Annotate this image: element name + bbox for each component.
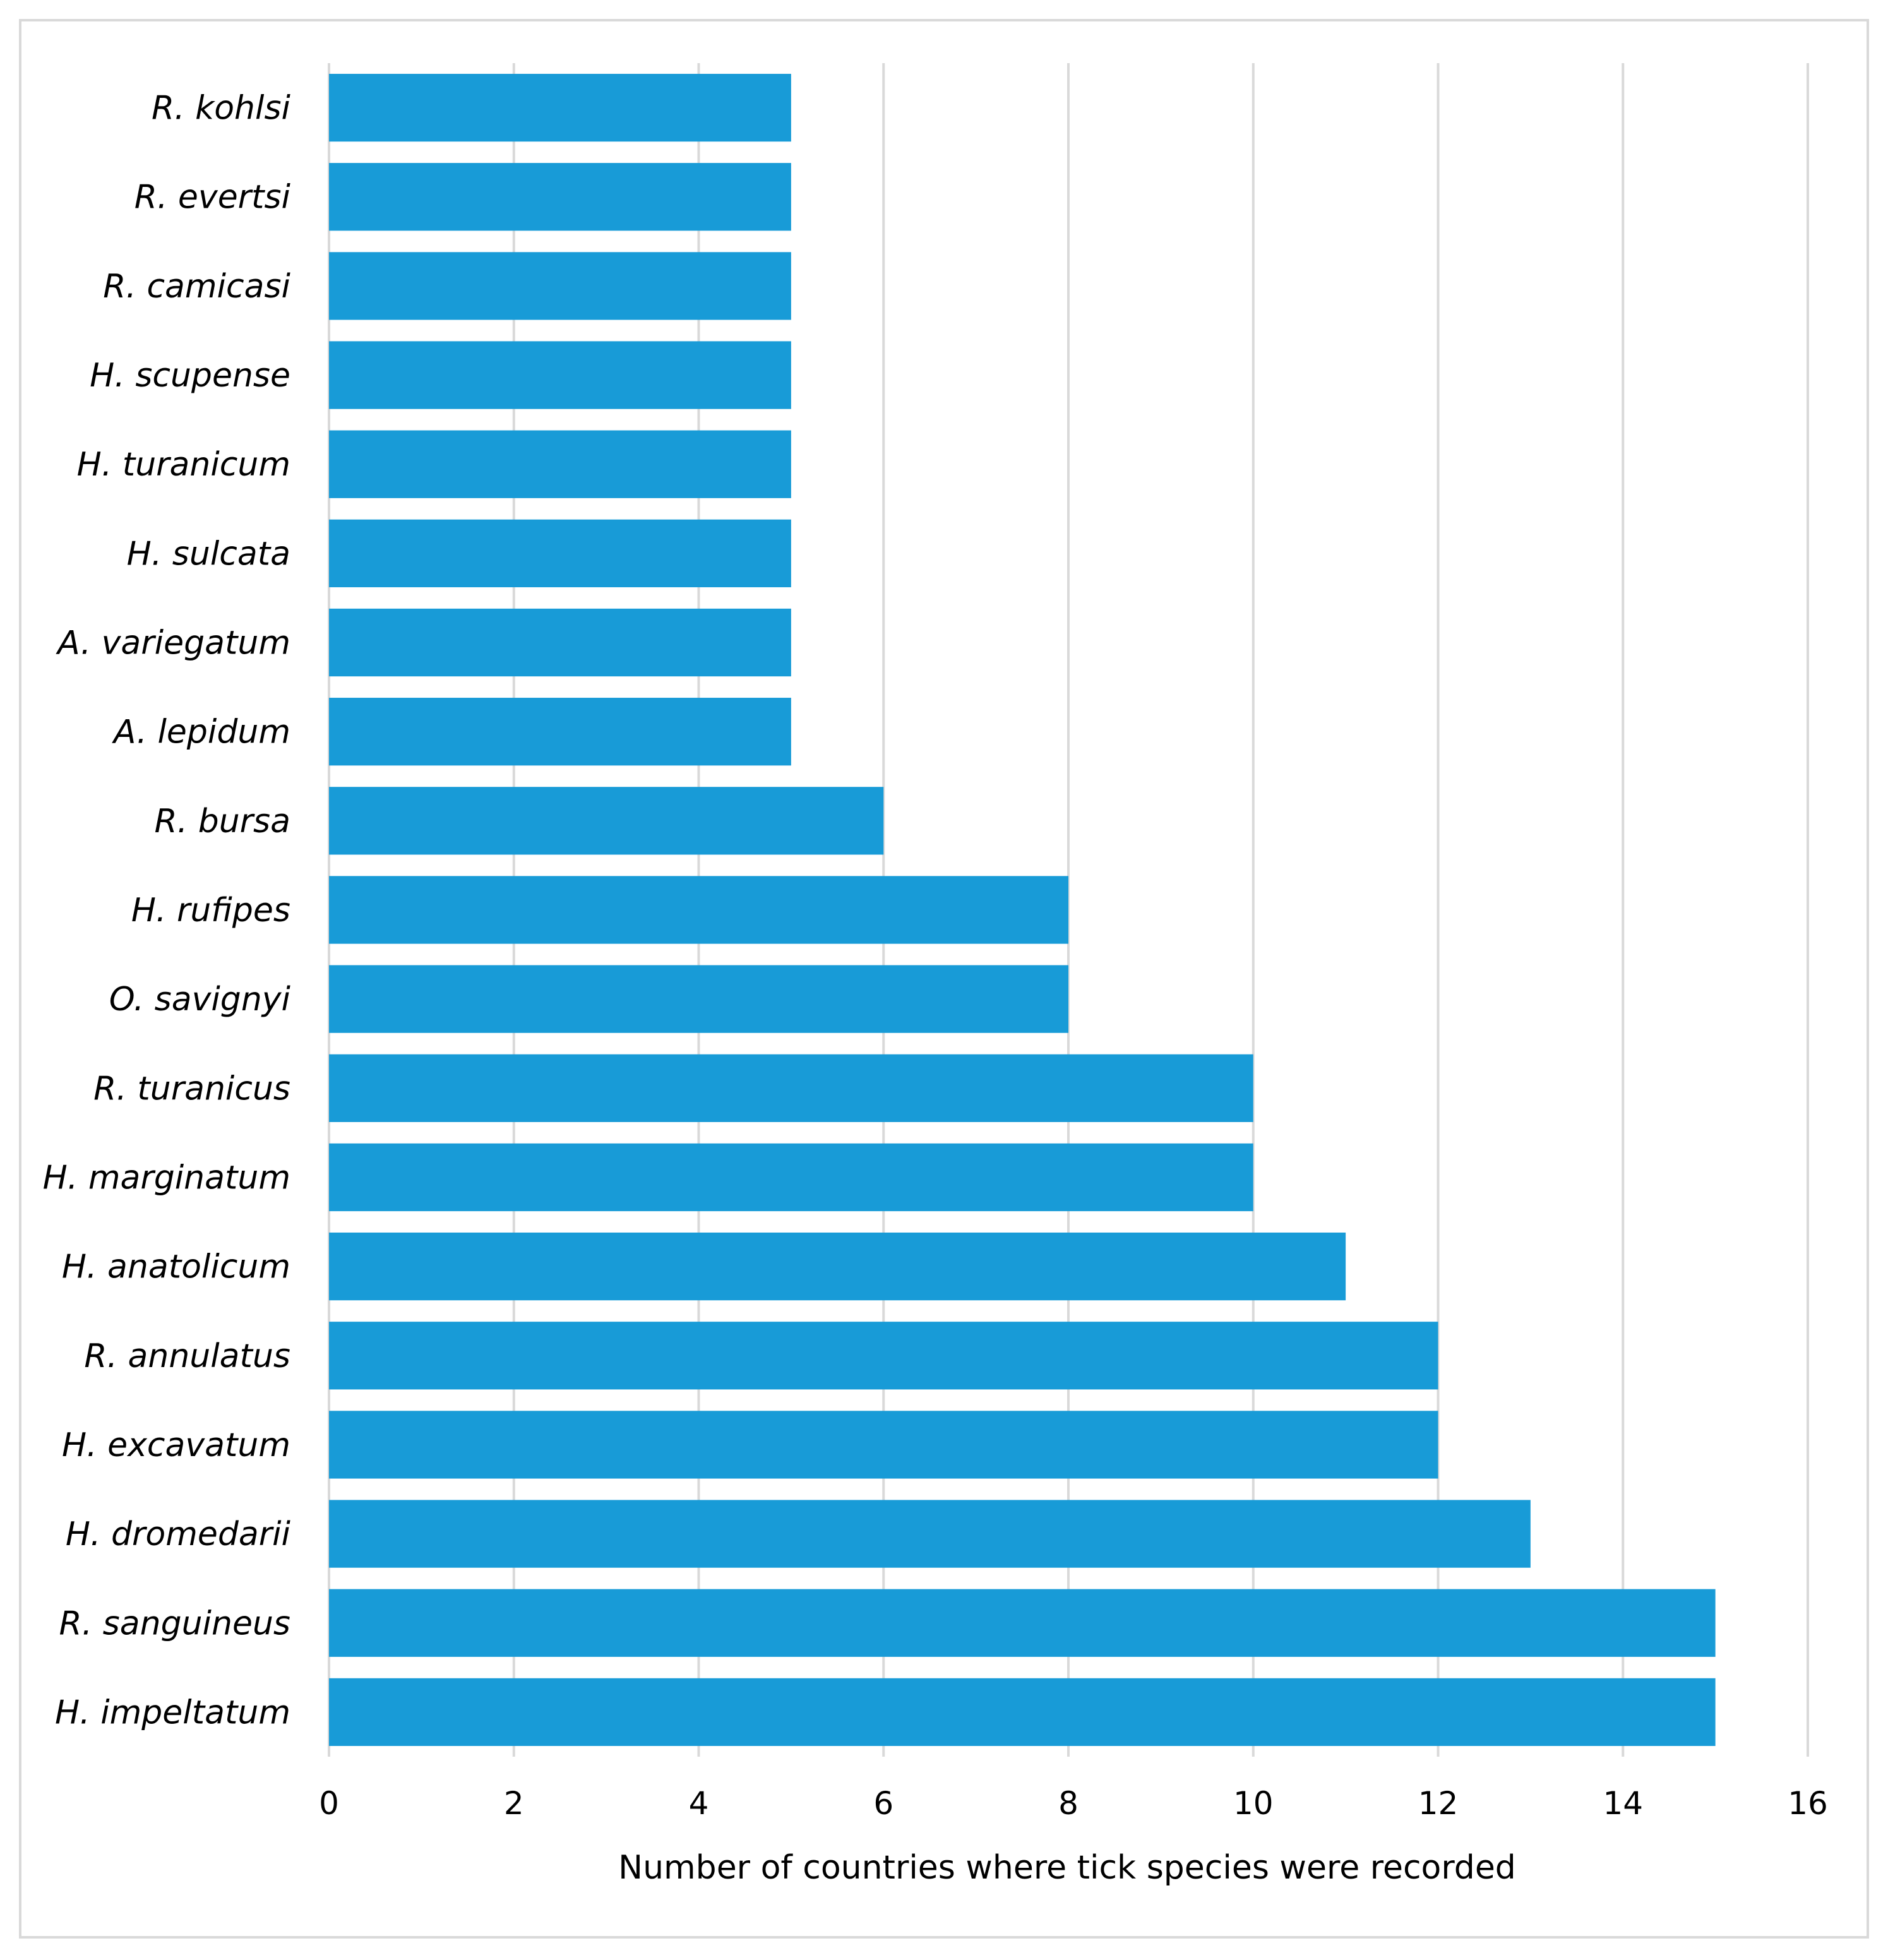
x-tick-label: 6 (873, 1785, 893, 1822)
category-label: H. dromedarii (66, 1515, 291, 1553)
category-labels: R. kohlsi R. evertsi R. camicasi H. scupens… (43, 90, 291, 1732)
bar (329, 1411, 1438, 1479)
x-tick-label: 4 (689, 1785, 709, 1822)
category-label: H. turanicum (77, 446, 290, 484)
bar (329, 1232, 1346, 1301)
bar (329, 1143, 1253, 1212)
category-label: H. impeltatum (55, 1694, 290, 1731)
bar (329, 430, 791, 498)
bar (329, 608, 791, 677)
bars (329, 73, 1716, 1747)
category-label: R. bursa (155, 803, 291, 840)
bar (329, 698, 791, 766)
bar (329, 876, 1068, 944)
bar (329, 1322, 1438, 1390)
bar (329, 163, 791, 231)
x-tick-label: 16 (1788, 1785, 1828, 1822)
category-label: A. lepidum (112, 714, 290, 751)
category-label: R. annulatus (84, 1337, 290, 1375)
bar (329, 1589, 1716, 1657)
x-tick-labels: 0 2 4 6 8 10 12 14 16 (319, 1785, 1828, 1822)
x-tick-label: 2 (504, 1785, 524, 1822)
category-label: H. rufipes (131, 892, 290, 929)
category-label: R. kohlsi (152, 90, 291, 128)
x-tick-label: 14 (1603, 1785, 1643, 1822)
x-tick-label: 12 (1418, 1785, 1459, 1822)
bar (329, 787, 884, 855)
category-label: H. excavatum (62, 1426, 290, 1464)
bar (329, 965, 1068, 1033)
bar (329, 341, 791, 409)
x-axis-title: Number of countries where tick species w… (618, 1849, 1516, 1887)
bar (329, 73, 791, 142)
category-label: R. turanicus (93, 1070, 290, 1108)
bar (329, 1678, 1716, 1747)
bar (329, 1054, 1253, 1122)
category-label: O. savignyi (109, 981, 291, 1019)
x-tick-label: 0 (319, 1785, 339, 1822)
category-label: H. sulcata (127, 535, 290, 573)
category-label: R. sanguineus (59, 1604, 290, 1642)
category-label: H. anatolicum (62, 1248, 290, 1286)
x-tick-label: 8 (1058, 1785, 1078, 1822)
bar (329, 252, 791, 320)
category-label: H. scupense (90, 357, 290, 395)
category-label: H. marginatum (43, 1159, 290, 1197)
bar (329, 1500, 1531, 1568)
category-label: R. camicasi (103, 268, 290, 306)
category-label: A. variegatum (56, 624, 290, 662)
category-label: R. evertsi (134, 179, 291, 217)
bar (329, 519, 791, 588)
x-tick-label: 10 (1233, 1785, 1274, 1822)
